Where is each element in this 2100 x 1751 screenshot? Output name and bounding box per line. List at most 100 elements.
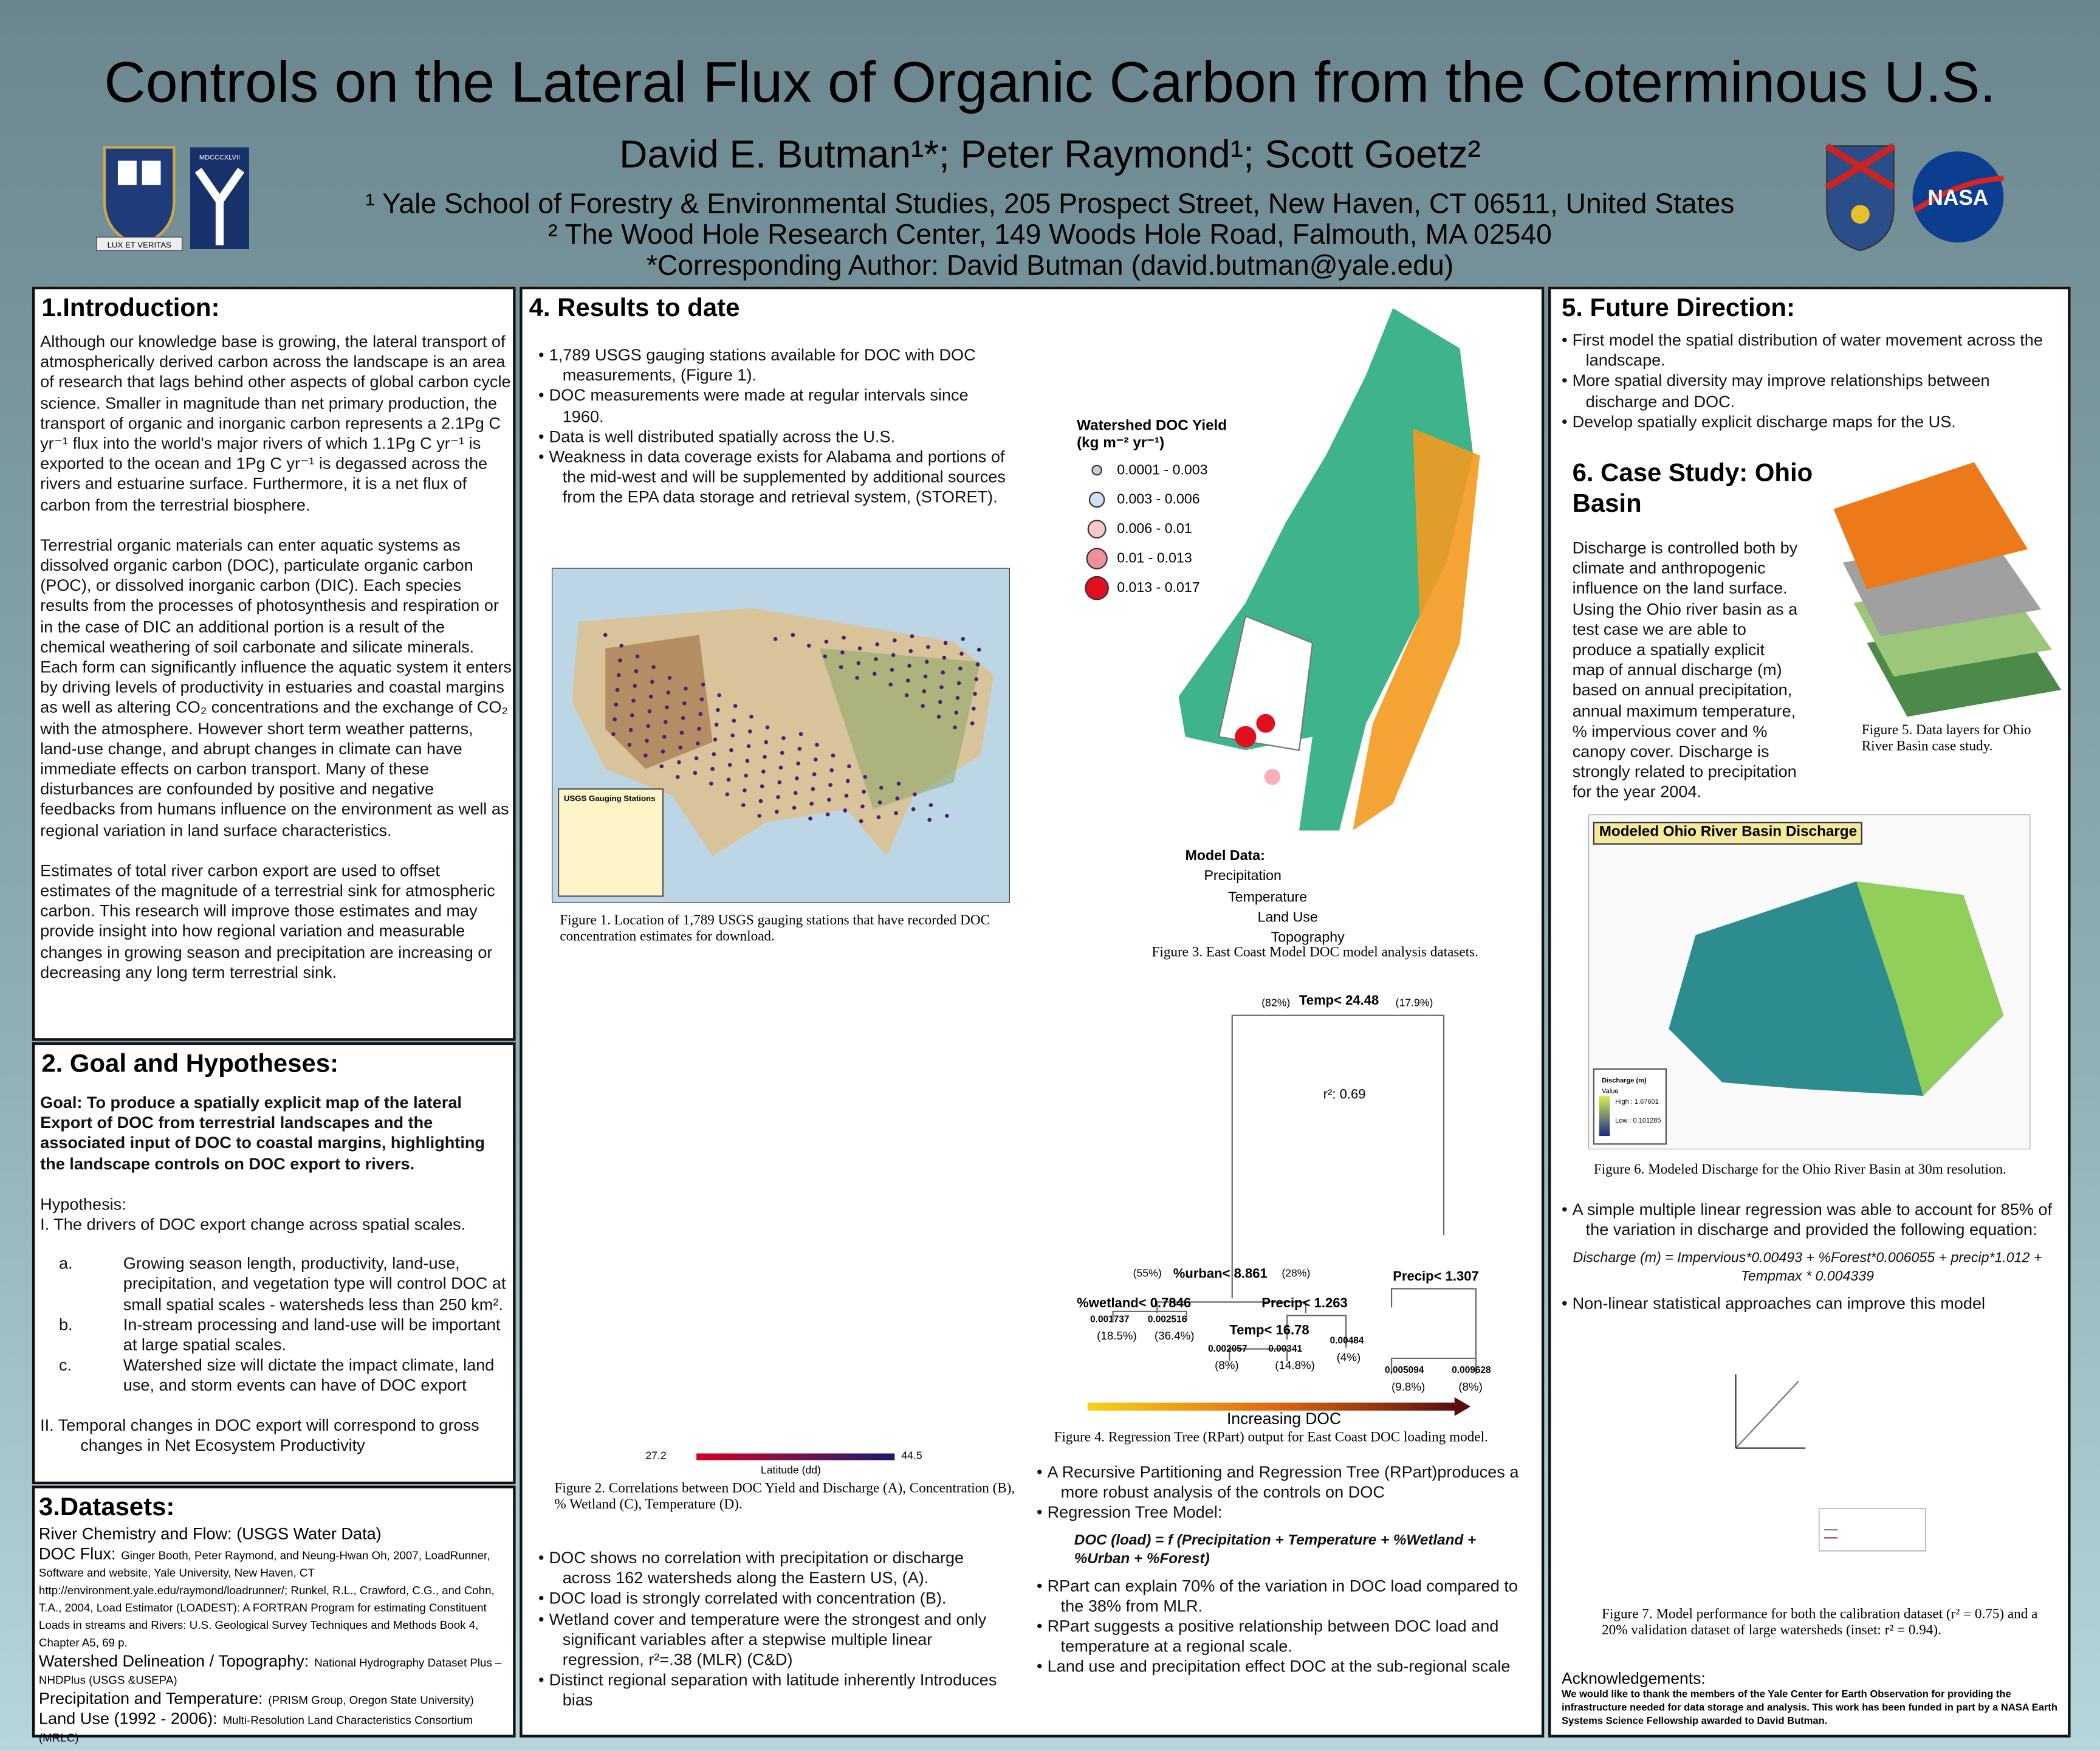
text: In-stream processing and land-use will b… [123, 1315, 501, 1355]
station [795, 776, 799, 780]
station [725, 792, 730, 797]
branch [1286, 1315, 1347, 1348]
doc-gradient [1087, 1402, 1456, 1411]
station [859, 819, 863, 824]
station [726, 777, 731, 782]
station [697, 726, 701, 731]
station [699, 697, 704, 701]
tree-label: (18.5%) [1097, 1329, 1137, 1343]
figure-6-title: Modeled Ohio River Basin Discharge [1599, 824, 1858, 840]
station [714, 723, 719, 727]
acknowledgements: We would like to thank the members of th… [1561, 1688, 2058, 1727]
station [666, 690, 671, 695]
tree-label: (17.9%) [1395, 996, 1433, 1009]
station [780, 751, 784, 755]
tree-label: (82%) [1261, 996, 1291, 1009]
discharge-equation: Discharge (m) = Impervious*0.00493 + %Fo… [1573, 1250, 2042, 1285]
dataset: Watershed Delineation / Topography: Natio… [39, 1653, 513, 1688]
dataset-detail: (PRISM Group, Oregon State University) [268, 1693, 474, 1707]
bullet: More spatial diversity may improve relat… [1556, 371, 2054, 412]
tree-label: (36.4%) [1154, 1329, 1195, 1343]
tree-label: (14.8%) [1275, 1358, 1315, 1372]
station [665, 705, 669, 710]
station [717, 693, 721, 698]
station [825, 812, 830, 817]
station [744, 773, 748, 778]
bullet: DOC shows no correlation with precipitat… [533, 1549, 1008, 1589]
station [875, 642, 879, 647]
station [808, 816, 812, 821]
heading: 5. Future Direction: [1561, 294, 1795, 323]
bullet: RPart can explain 70% of the variation i… [1031, 1576, 1527, 1617]
datasets-section: 3.Datasets: River Chemistry and Flow: (U… [32, 1485, 516, 1744]
station [823, 654, 828, 659]
station [611, 732, 616, 737]
legend-text: Low : 0.101285 [1615, 1117, 1661, 1126]
marker: c. [58, 1356, 72, 1375]
station [647, 709, 652, 714]
paragraph: Terrestrial organic materials can enter … [40, 535, 512, 840]
legend-label: 0.01 - 0.013 [1117, 550, 1192, 567]
station [927, 817, 932, 822]
right-logos: NASA [1825, 143, 2004, 252]
bullet: RPart suggests a positive relationship b… [1031, 1617, 1527, 1657]
station [831, 753, 836, 758]
tree-label: Temp< 16.78 [1229, 1323, 1309, 1338]
sub-hypothesis: a. Growing season length, productivity, l… [40, 1254, 512, 1316]
fig3-legend-title: Watershed DOC Yield (kg m⁻² yr⁻¹) [1077, 418, 1227, 452]
station [776, 795, 780, 799]
nasa-logo [1912, 151, 2004, 243]
station [628, 728, 633, 732]
station [615, 687, 620, 692]
affiliations: ¹ Yale School of Forestry & Environmenta… [0, 189, 2100, 281]
station [809, 802, 814, 806]
sun [1851, 205, 1870, 224]
figure-1-map: USGS Gauging Stations [552, 568, 1010, 903]
station [643, 753, 648, 758]
layer [1833, 462, 2028, 590]
legend-text: Value [1602, 1087, 1619, 1096]
station [893, 638, 897, 642]
future-section: 5. Future Direction: First model the spa… [1548, 286, 2071, 1738]
station [862, 789, 866, 794]
watersheds [1218, 615, 1314, 751]
station [662, 734, 667, 739]
sub-hypothesis: b. In-stream processing and land-use will… [40, 1315, 512, 1356]
station [843, 808, 848, 813]
dataset-detail: Multi-Resolution Land Characteristics Co… [38, 1713, 473, 1744]
station [894, 811, 898, 816]
model-data: Model Data: Precipitation Temperature La… [1186, 847, 1345, 949]
station [716, 707, 720, 712]
station [944, 813, 949, 818]
station [911, 807, 916, 811]
station [760, 784, 764, 789]
station [645, 738, 649, 743]
station [614, 703, 619, 707]
fit-line [1735, 1380, 1799, 1449]
station [928, 803, 933, 807]
station [616, 673, 621, 678]
figure-2-caption: Figure 2. Correlations between DOC Yield… [554, 1481, 1015, 1513]
dataset-label: Land Use (1992 - 2006): [38, 1709, 218, 1729]
station [634, 669, 639, 673]
heading: 3.Datasets: [38, 1493, 175, 1522]
branch [1390, 1357, 1476, 1375]
station [904, 693, 909, 698]
station [743, 788, 747, 793]
bullets-left: DOC shows no correlation with precipitat… [533, 1549, 1008, 1711]
intro-text: Although our knowledge base is growing, … [40, 332, 512, 1003]
station [863, 775, 868, 779]
bullet: First model the spatial distribution of … [1556, 331, 2054, 371]
station [648, 694, 653, 699]
station [874, 657, 878, 661]
station [693, 771, 698, 776]
tree-label: Precip< 1.307 [1393, 1270, 1479, 1285]
dataset: River Chemistry and Flow: (USGS Water Da… [39, 1525, 513, 1543]
dataset-label: Precipitation and Temperature: [38, 1689, 263, 1708]
model-equation: DOC (load) = f (Precipitation + Temperat… [1074, 1532, 1477, 1567]
colorbar [696, 1453, 895, 1460]
station [973, 692, 977, 697]
station [713, 737, 718, 741]
bullet: 1,789 USGS gauging stations available fo… [533, 346, 1008, 387]
results-bullets: 1,789 USGS gauging stations available fo… [533, 346, 1008, 509]
